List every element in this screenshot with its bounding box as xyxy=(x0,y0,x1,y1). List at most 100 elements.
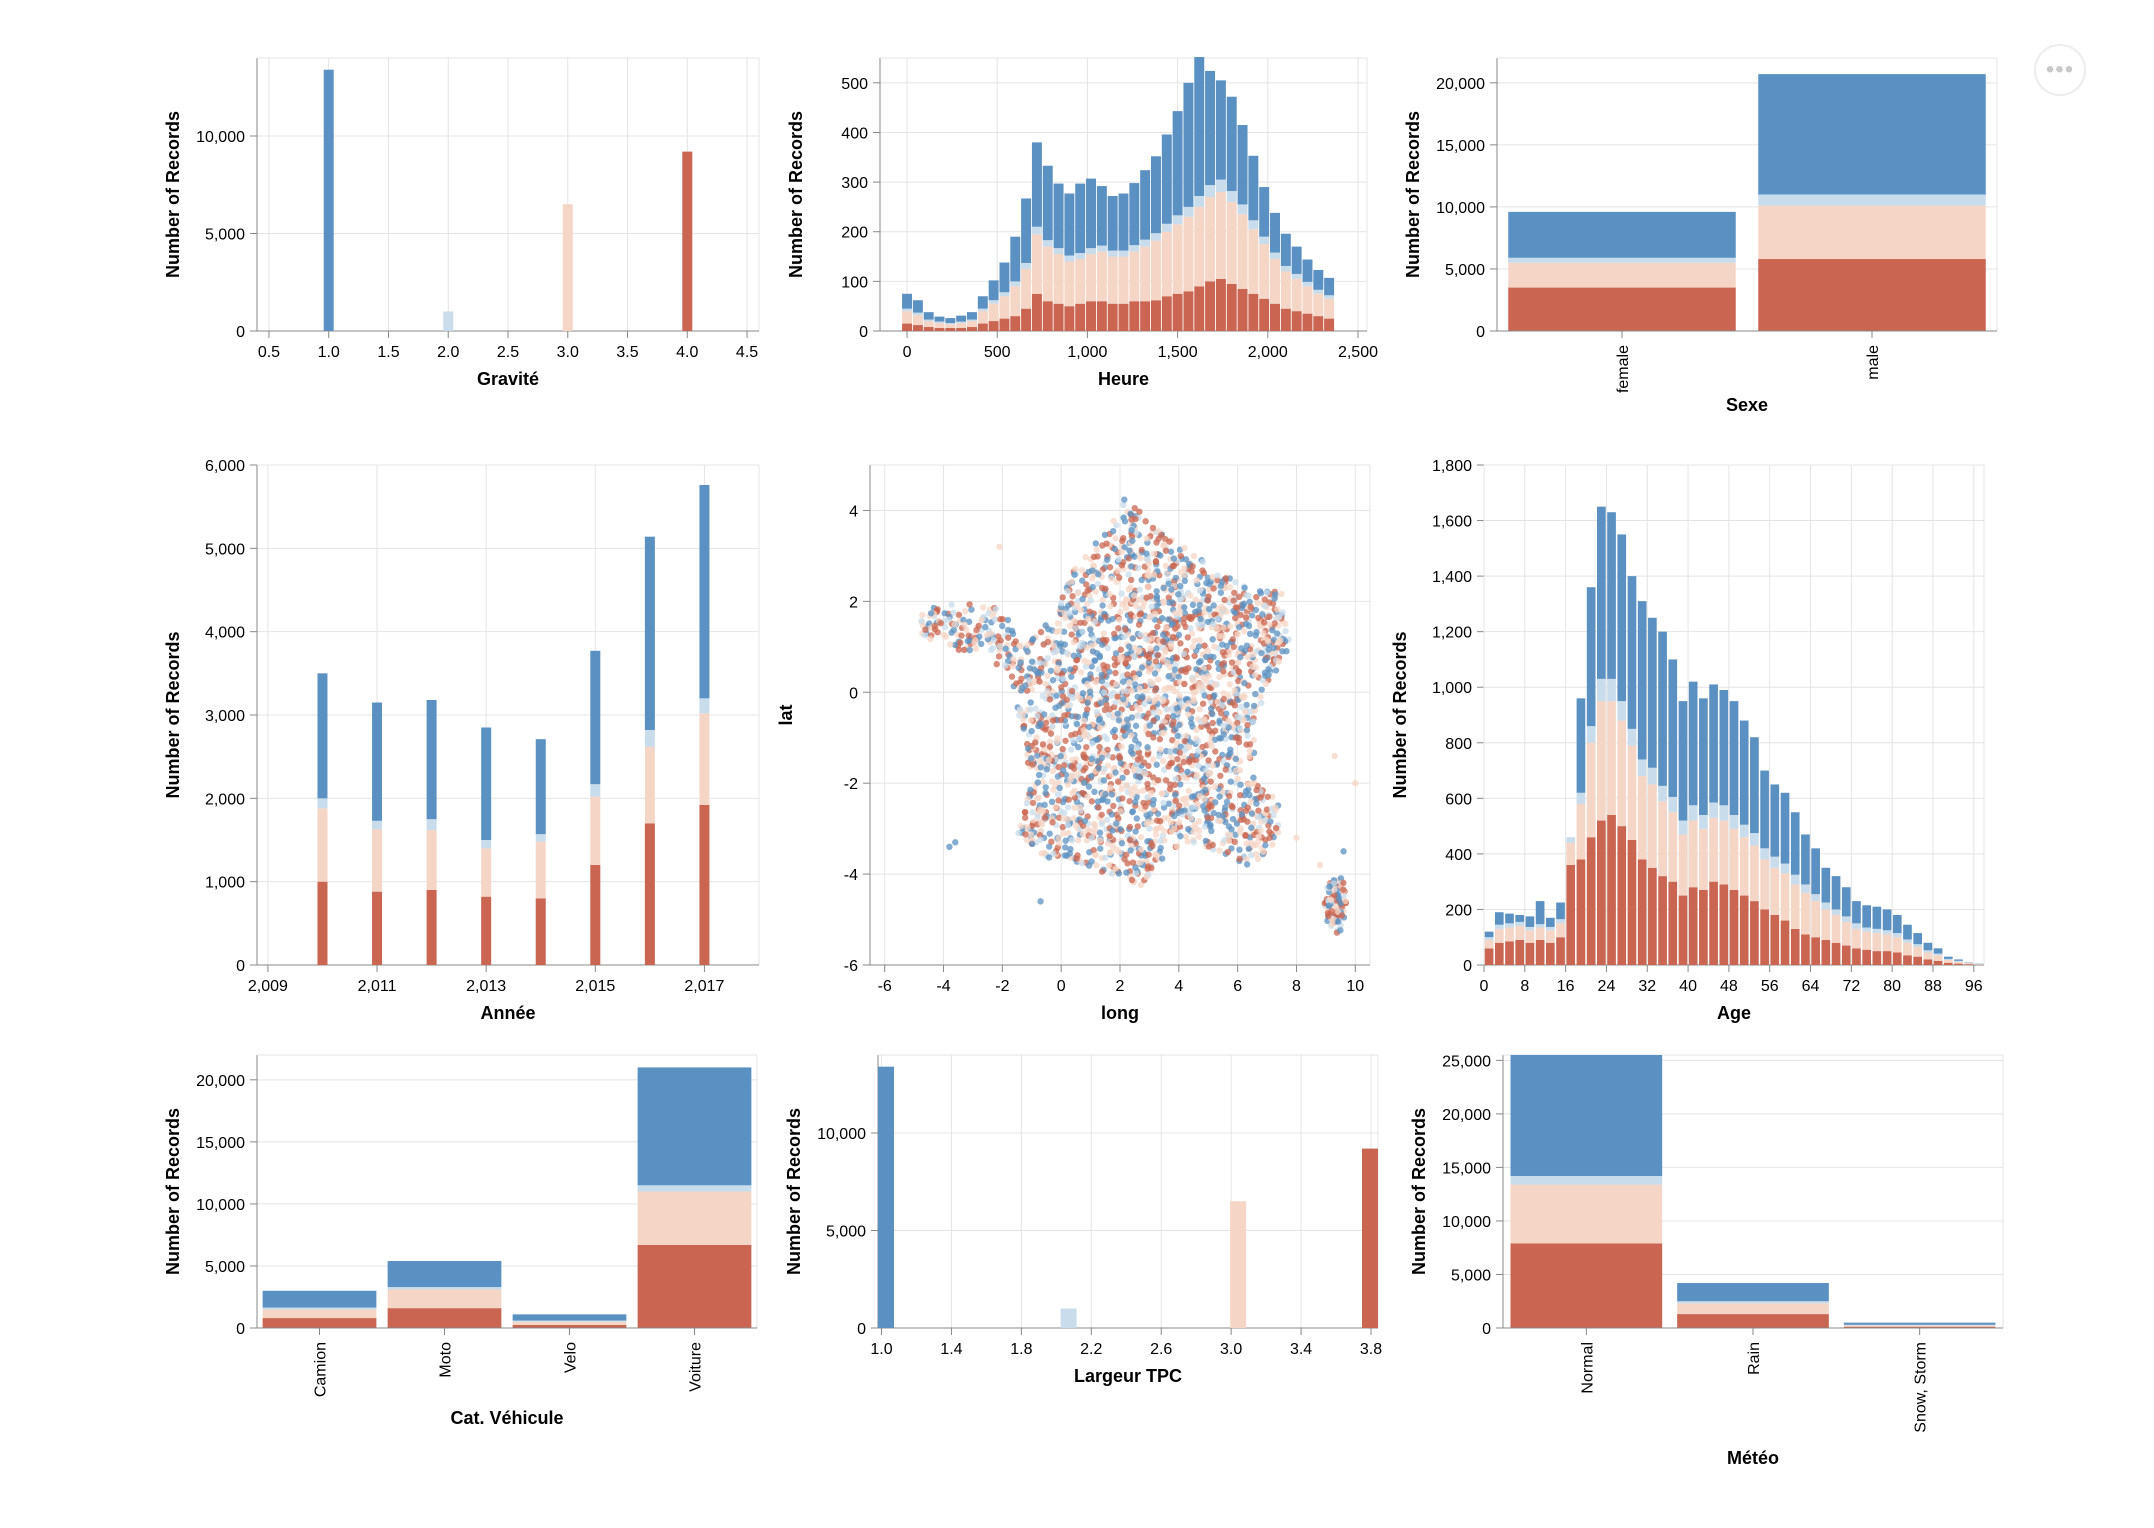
accident-point xyxy=(1340,879,1347,887)
y-tick-label: 0 xyxy=(1482,1321,1491,1338)
accident-point xyxy=(1205,672,1212,680)
accident-point xyxy=(1089,567,1096,574)
bar-heure-segment xyxy=(1010,281,1021,287)
accident-point xyxy=(1182,666,1189,673)
accident-point xyxy=(1147,789,1155,797)
accident-point xyxy=(1263,589,1271,596)
accident-point xyxy=(1024,824,1031,831)
y-tick-label: 2 xyxy=(849,594,858,611)
bar-heure-segment xyxy=(1194,195,1205,207)
accident-point xyxy=(1090,635,1098,642)
accident-point xyxy=(1154,825,1161,832)
accident-point xyxy=(1102,696,1109,703)
accident-point xyxy=(1093,678,1100,685)
x-category-label: Velo xyxy=(563,1342,580,1373)
bar-age-segment xyxy=(1699,815,1708,829)
more-options-button[interactable]: ••• xyxy=(2034,44,2086,96)
bar-segment-rain xyxy=(1677,1314,1829,1328)
bar-age-segment xyxy=(1923,950,1933,953)
bar-heure-segment xyxy=(934,323,945,329)
accident-point xyxy=(1072,565,1079,573)
bar-age-segment xyxy=(1535,901,1545,925)
bar-age-segment xyxy=(1586,837,1596,965)
bar-age-segment xyxy=(1790,928,1800,965)
accident-point xyxy=(1128,714,1136,721)
bar-annee-2017 xyxy=(699,713,710,805)
accident-point xyxy=(1172,625,1179,632)
accident-point xyxy=(1069,756,1076,764)
y-tick-label: 20,000 xyxy=(1442,1107,1491,1124)
bar-heure-segment xyxy=(967,319,977,322)
accident-point xyxy=(1135,596,1142,603)
accident-point xyxy=(1045,756,1052,764)
accident-point xyxy=(1171,781,1179,789)
accident-point xyxy=(1182,833,1190,840)
bar-heure-segment xyxy=(977,296,988,309)
accident-point xyxy=(1257,693,1264,700)
accident-point xyxy=(1188,568,1195,575)
bar-age-segment xyxy=(1627,576,1637,729)
accident-point xyxy=(1106,848,1114,856)
accident-point xyxy=(1257,699,1265,707)
accident-point xyxy=(1049,677,1057,684)
bar-age-segment xyxy=(1872,906,1882,929)
bar-age-segment xyxy=(1903,942,1912,956)
bar-heure-segment xyxy=(1129,301,1140,331)
accident-point xyxy=(1231,609,1239,616)
accident-point xyxy=(1123,869,1130,876)
bar-age-segment xyxy=(1525,916,1535,927)
accident-point xyxy=(1245,781,1252,788)
bar-age-segment xyxy=(1709,802,1718,818)
accident-point xyxy=(1109,615,1116,623)
accident-point xyxy=(1072,625,1079,632)
bar-heure-segment xyxy=(1140,246,1151,302)
accident-point xyxy=(1244,721,1251,729)
accident-point xyxy=(1017,822,1025,830)
accident-point xyxy=(1039,778,1046,786)
accident-point xyxy=(1189,643,1196,651)
accident-point xyxy=(1027,717,1034,724)
accident-point xyxy=(1053,628,1060,636)
accident-point xyxy=(1220,624,1227,631)
accident-point xyxy=(1157,746,1164,753)
accident-point xyxy=(1189,613,1196,621)
accident-point xyxy=(1060,767,1067,774)
accident-point xyxy=(1236,855,1243,863)
accident-point xyxy=(1132,864,1139,871)
bar-heure-segment xyxy=(1075,259,1086,304)
accident-point xyxy=(1102,854,1109,861)
accident-point xyxy=(1194,747,1202,755)
bar-age-segment xyxy=(1739,720,1749,825)
accident-point xyxy=(1153,663,1160,670)
bar-age-segment xyxy=(1780,873,1790,921)
y-tick-label: 15,000 xyxy=(196,1135,245,1152)
accident-point xyxy=(1176,609,1184,617)
accident-point xyxy=(1107,603,1114,610)
bar-age-segment xyxy=(1627,728,1637,746)
accident-point xyxy=(1008,673,1016,680)
bar-heure-segment xyxy=(1021,262,1032,269)
accident-point xyxy=(1329,920,1336,928)
x-axis-title: long xyxy=(1101,1003,1139,1023)
accident-point xyxy=(1065,602,1072,609)
accident-point xyxy=(1067,776,1074,783)
accident-point xyxy=(1098,868,1106,875)
bar-heure-segment xyxy=(1075,303,1086,331)
accident-point xyxy=(1034,779,1042,786)
bar-annee-2011 xyxy=(372,820,383,830)
bar-heure-segment xyxy=(1064,255,1075,262)
accident-point xyxy=(1177,552,1185,560)
accident-point xyxy=(1109,728,1117,736)
accident-point xyxy=(1121,633,1128,641)
bar-heure-segment xyxy=(1140,170,1151,240)
x-tick-label: 96 xyxy=(1965,978,1983,995)
accident-point xyxy=(1249,651,1256,658)
accident-point xyxy=(1042,789,1049,797)
accident-point xyxy=(1097,616,1105,624)
accident-point xyxy=(1037,819,1045,827)
x-tick-label: 1.8 xyxy=(1010,1341,1032,1358)
accident-point xyxy=(1075,735,1083,742)
accident-point xyxy=(1237,653,1244,661)
